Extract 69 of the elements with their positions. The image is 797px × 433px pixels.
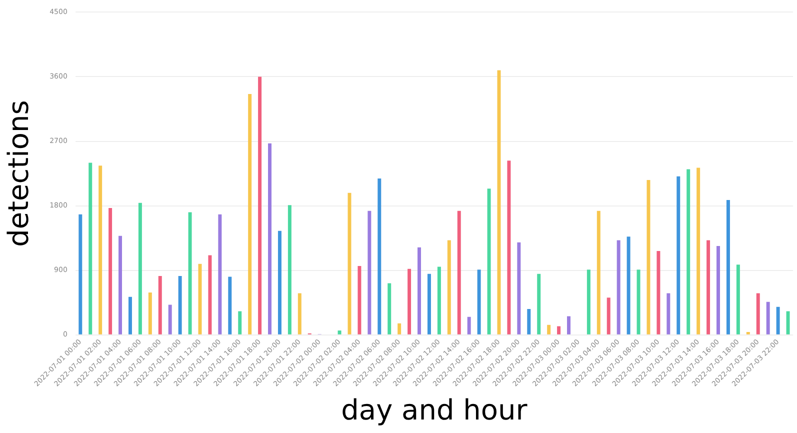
- bar: [736, 264, 740, 334]
- bar: [626, 236, 630, 334]
- bar: [676, 176, 680, 334]
- bar: [148, 292, 152, 334]
- bar: [766, 302, 770, 334]
- bar: [268, 143, 272, 334]
- bar: [427, 274, 431, 334]
- bar: [686, 169, 690, 334]
- bar: [786, 311, 790, 334]
- bar: [447, 240, 451, 334]
- bar: [348, 192, 352, 334]
- bar: [606, 298, 610, 334]
- bar: [586, 270, 590, 334]
- bar: [238, 311, 242, 334]
- bar: [746, 332, 750, 334]
- bar: [278, 230, 282, 334]
- bar: [716, 246, 720, 334]
- bar: [596, 210, 600, 334]
- bar: [98, 166, 102, 334]
- bar: [118, 236, 122, 334]
- bar: [726, 200, 730, 334]
- bar: [477, 270, 481, 334]
- bar: [78, 214, 82, 334]
- bar: [178, 276, 182, 334]
- bar: [557, 326, 561, 334]
- bar: [646, 180, 650, 334]
- bar: [208, 255, 212, 334]
- bar: [368, 210, 372, 334]
- bar: [418, 247, 421, 334]
- bar: [756, 293, 760, 334]
- bar: [378, 178, 382, 334]
- bar: [248, 94, 252, 334]
- bar: [128, 296, 132, 334]
- bar: [158, 276, 162, 334]
- bar: [636, 270, 640, 334]
- bar: [108, 208, 112, 334]
- bar: [437, 266, 441, 334]
- bar: [298, 293, 302, 334]
- bar: [218, 214, 222, 334]
- bar: [567, 316, 570, 334]
- bar: [537, 274, 541, 334]
- bar: [467, 316, 471, 334]
- bar: [288, 205, 292, 334]
- bar: [776, 306, 780, 334]
- bar: [398, 323, 402, 334]
- bar: [487, 188, 491, 334]
- bar: [616, 240, 620, 334]
- x-axis-title: day and hour: [341, 393, 528, 426]
- y-axis-title: detections: [2, 100, 36, 247]
- bar: [706, 240, 710, 334]
- bar: [457, 210, 461, 334]
- bar: [517, 242, 521, 334]
- bar: [338, 330, 342, 334]
- bar: [507, 160, 511, 334]
- bar: [188, 212, 192, 334]
- bar: [547, 324, 551, 334]
- bar: [497, 70, 501, 334]
- bar: [228, 276, 232, 334]
- bar: [656, 250, 660, 334]
- bar: [138, 202, 142, 334]
- bar: [358, 266, 362, 334]
- bar: [696, 168, 700, 334]
- bar: [258, 76, 262, 334]
- bar: [388, 283, 392, 334]
- bar: [88, 162, 92, 334]
- bar: [527, 309, 531, 334]
- bar: [408, 268, 412, 334]
- bar: [666, 293, 670, 334]
- bar: [168, 304, 172, 334]
